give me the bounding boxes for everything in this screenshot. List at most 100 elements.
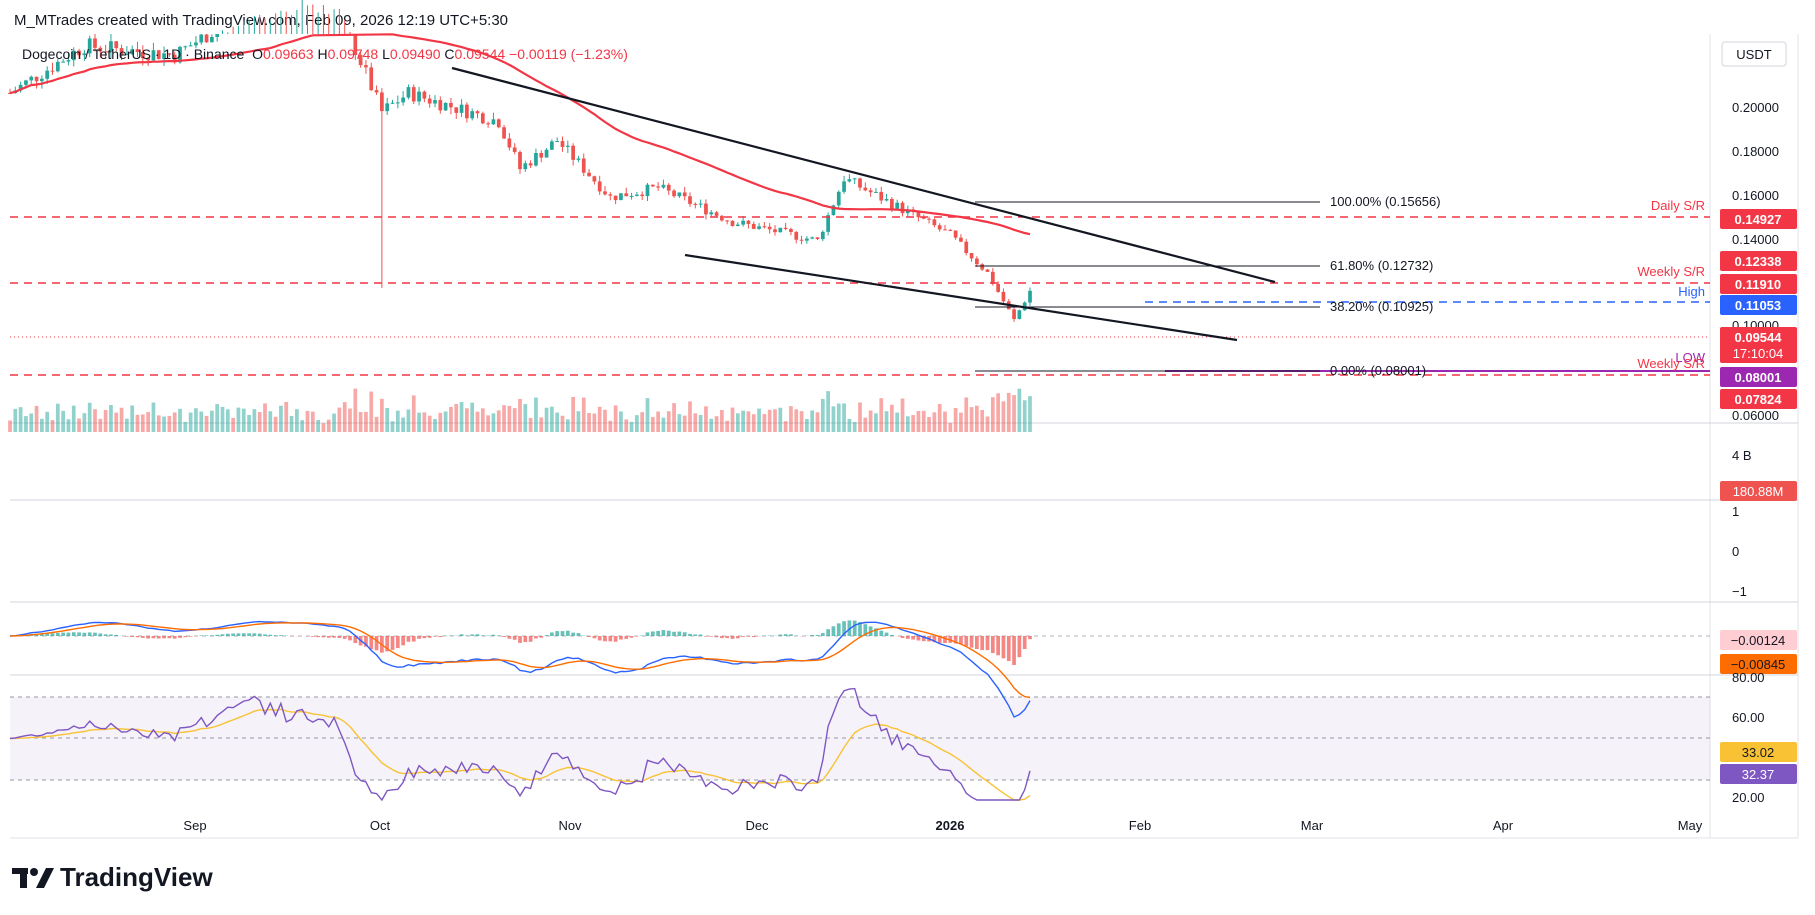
macd-histogram-bar <box>257 633 262 636</box>
candle <box>77 48 81 59</box>
volume-bar <box>358 412 363 432</box>
candle <box>215 34 220 42</box>
candle <box>666 183 671 196</box>
volume-bar <box>66 419 71 432</box>
candle <box>858 177 862 191</box>
macd-histogram-bar <box>512 636 517 640</box>
candle <box>204 34 209 43</box>
macd-histogram-bar <box>475 634 480 636</box>
candle <box>109 34 113 59</box>
upper-trendline[interactable] <box>451 66 1276 284</box>
candle <box>374 85 379 95</box>
macd-histogram-bar <box>730 636 735 639</box>
candle <box>624 187 629 197</box>
candle-body <box>539 153 544 158</box>
candle <box>677 192 682 198</box>
candle <box>613 195 618 205</box>
candle-body <box>449 102 453 108</box>
high-label: H <box>317 46 328 62</box>
macd-histogram-bar <box>125 636 129 637</box>
volume-bar <box>1012 395 1016 432</box>
volume-bar <box>257 412 262 432</box>
candle-body <box>422 91 427 99</box>
candle <box>550 139 554 150</box>
macd-histogram-bar <box>1001 636 1006 659</box>
macd-tick: 1 <box>1732 504 1739 519</box>
macd-signal-badge <box>1720 654 1797 674</box>
volume-badge-value: 180.88M <box>1733 484 1784 499</box>
volume-bar <box>836 403 841 432</box>
candle-body <box>789 229 793 233</box>
lower-trendline[interactable] <box>684 253 1238 342</box>
rsi-value: 32.37 <box>1742 767 1775 782</box>
ma-line[interactable] <box>9 33 1031 236</box>
volume-bar <box>390 421 395 432</box>
macd-histogram-bar <box>751 636 756 638</box>
volume-bar <box>863 417 868 432</box>
candle-body <box>836 191 841 206</box>
macd-histogram-bar <box>1017 636 1022 658</box>
macd-histogram-bar <box>842 621 846 636</box>
volume-bar <box>1017 388 1022 432</box>
price-axis[interactable]: USDT 0.20000 0.18000 0.16000 0.14000 0.1… <box>1721 41 1787 423</box>
candle <box>900 201 905 217</box>
volume-bar <box>1022 400 1027 432</box>
candle-body <box>61 61 65 63</box>
volume-bar <box>204 415 209 432</box>
macd-histogram-bar <box>167 636 172 639</box>
candle <box>34 76 39 89</box>
candle-body <box>417 91 421 102</box>
candle-body <box>199 34 204 43</box>
candle-body <box>645 184 650 197</box>
volume-bar <box>560 415 565 432</box>
candle-body <box>778 227 783 233</box>
open-label: O <box>252 46 263 62</box>
macd-histogram-bar <box>597 636 602 641</box>
volume-bar <box>241 408 246 432</box>
currency-button[interactable] <box>1721 41 1787 67</box>
currency-label[interactable]: USDT <box>1736 47 1771 62</box>
time-axis[interactable]: Sep Oct Nov Dec 2026 Feb Mar Apr May <box>183 818 1702 833</box>
volume-bar <box>1001 401 1006 432</box>
low-badge <box>1720 367 1797 387</box>
macd-histogram-bar <box>677 631 682 636</box>
macd-histogram-bar <box>332 636 336 638</box>
candle-body <box>688 196 692 204</box>
candle <box>8 88 12 95</box>
candle <box>417 86 421 106</box>
macd-histogram-bar <box>66 632 71 636</box>
macd-histogram-bar <box>826 629 830 636</box>
candle <box>757 223 761 230</box>
candle-body <box>560 141 565 147</box>
volume-bar <box>730 407 735 432</box>
macd-histogram-bar <box>985 636 990 651</box>
candle-body <box>900 202 905 214</box>
volume-bar <box>125 418 129 432</box>
volume-bar <box>252 409 257 432</box>
volume-bar <box>619 411 623 432</box>
low-label: L <box>382 46 390 62</box>
macd-histogram-bar <box>619 636 623 640</box>
time-tick: Apr <box>1493 818 1514 833</box>
macd-histogram-bar <box>411 636 416 642</box>
volume-bar <box>565 419 570 432</box>
candle-body <box>704 203 708 215</box>
candle <box>932 218 937 228</box>
candle <box>953 230 958 240</box>
macd-histogram-bar <box>943 636 947 644</box>
volume-bar <box>698 414 703 432</box>
candle-body <box>156 50 161 60</box>
candle-body <box>475 111 480 114</box>
symbol-name[interactable]: Dogecoin / TetherUS · 1D · Binance <box>22 46 245 62</box>
candle-body <box>592 176 597 182</box>
candle-body <box>677 192 682 197</box>
volume-bar <box>87 402 92 432</box>
tradingview-brand[interactable]: TradingView <box>12 862 213 893</box>
candle <box>119 44 124 61</box>
candle <box>401 91 405 106</box>
candle <box>969 252 974 262</box>
macd-histogram-bar <box>879 630 884 636</box>
candle-body <box>751 223 756 229</box>
candle-body <box>50 70 55 72</box>
